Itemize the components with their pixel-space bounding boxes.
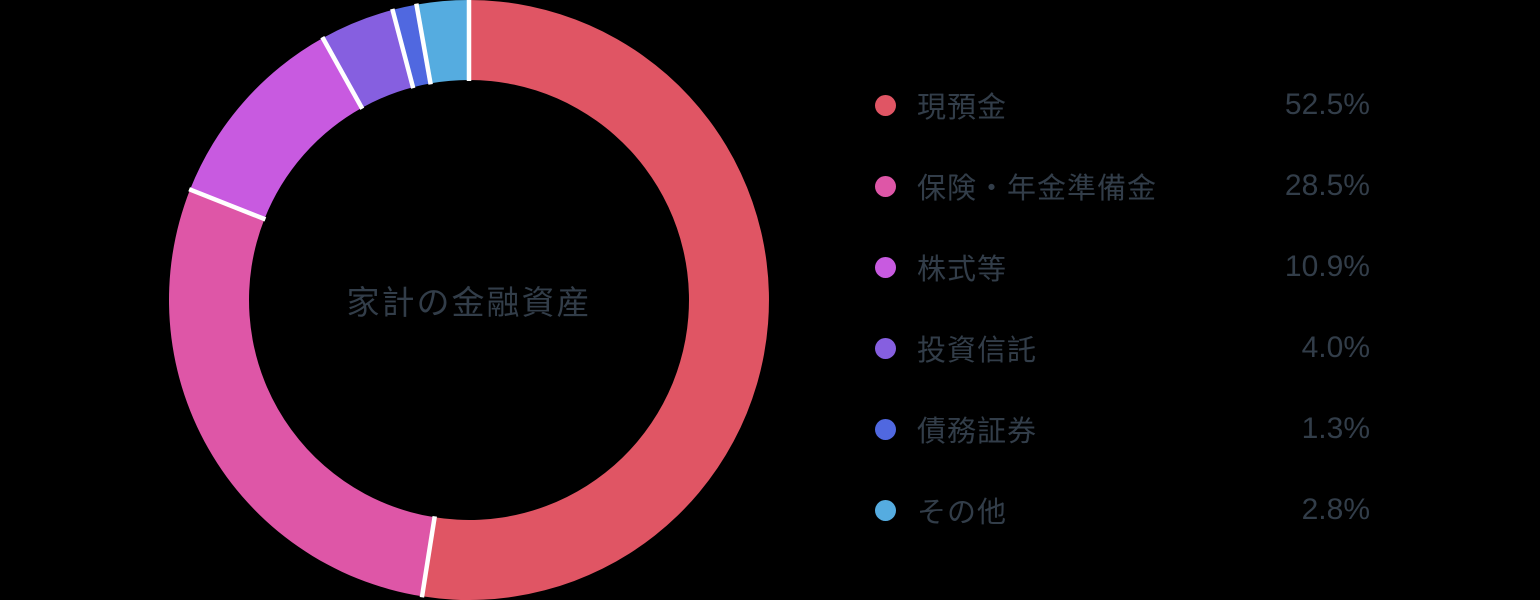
legend-item-5: その他 2.8% — [875, 493, 1370, 529]
donut-svg — [169, 0, 769, 600]
donut-slice-0 — [422, 0, 769, 600]
legend-label: 現預金 — [917, 92, 1008, 124]
legend-dot-icon — [875, 175, 896, 197]
legend-label: 保険・年金準備金 — [917, 173, 1158, 205]
slice-gap-line — [419, 515, 437, 598]
legend-label: その他 — [917, 497, 1008, 529]
legend-item-2: 株式等 10.9% — [875, 250, 1370, 286]
donut-slice-5 — [416, 0, 469, 84]
legend-item-0: 現預金 52.5% — [875, 88, 1370, 124]
legend-label: 投資信託 — [917, 335, 1038, 367]
slice-gap-line — [390, 8, 416, 89]
legend-label: 債務証券 — [917, 416, 1038, 448]
legend-item-1: 保険・年金準備金 28.5% — [875, 169, 1370, 205]
legend-value: 28.5% — [1284, 169, 1370, 202]
donut-slice-3 — [322, 9, 413, 108]
legend-value: 4.0% — [1301, 331, 1370, 364]
legend-dot-icon — [875, 499, 896, 521]
slice-gap-line — [320, 36, 365, 110]
legend-value: 1.3% — [1301, 412, 1370, 445]
legend-item-4: 債務証券 1.3% — [875, 412, 1370, 448]
legend-value: 52.5% — [1284, 88, 1370, 121]
legend-item-3: 投資信託 4.0% — [875, 331, 1370, 367]
donut-slice-2 — [190, 38, 362, 220]
donut-chart: 家計の金融資産 — [169, 0, 769, 600]
legend-dot-icon — [875, 256, 896, 278]
chart-legend: 現預金 52.5% 保険・年金準備金 28.5% 株式等 10.9% 投資信託 4.0% 債務証… — [875, 88, 1370, 529]
legend-dot-icon — [875, 418, 896, 440]
legend-dot-icon — [875, 94, 896, 116]
legend-label: 株式等 — [917, 254, 1008, 286]
donut-slice-4 — [392, 4, 431, 88]
legend-value: 2.8% — [1301, 493, 1370, 526]
slice-gap-line — [188, 187, 267, 222]
legend-dot-icon — [875, 337, 896, 359]
legend-value: 10.9% — [1284, 250, 1370, 283]
slice-gap-line — [414, 3, 433, 85]
donut-slice-1 — [169, 189, 435, 597]
